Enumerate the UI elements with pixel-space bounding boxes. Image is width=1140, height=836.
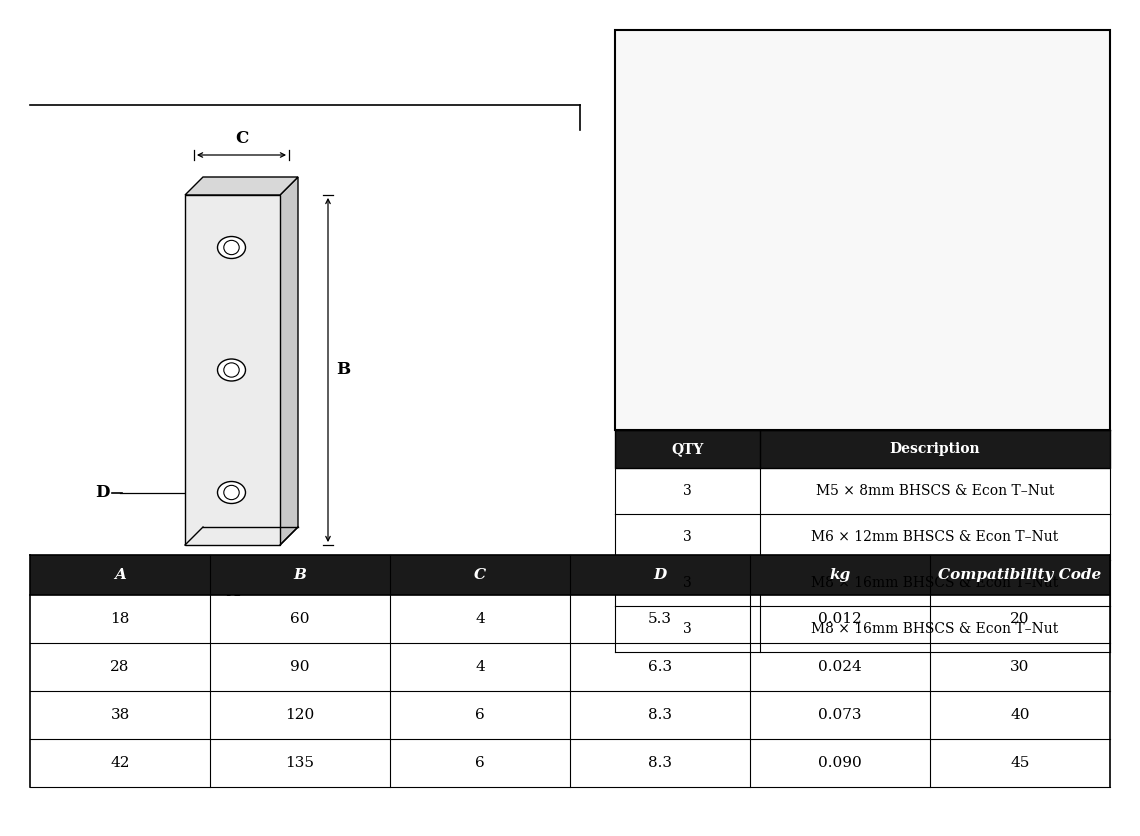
Text: 6: 6 (475, 756, 484, 770)
Text: 28: 28 (111, 660, 130, 674)
Text: A: A (226, 583, 239, 600)
Text: 0.024: 0.024 (819, 660, 862, 674)
Text: 0.073: 0.073 (819, 708, 862, 722)
Text: B: B (336, 361, 350, 379)
Text: 40: 40 (1010, 708, 1029, 722)
Bar (30, 555, 1110, 595)
Text: Compatibility Code: Compatibility Code (938, 568, 1101, 582)
Text: D: D (96, 484, 109, 501)
Text: 60: 60 (291, 612, 310, 626)
Text: 20: 20 (1010, 612, 1029, 626)
Text: 0.090: 0.090 (819, 756, 862, 770)
Text: 3: 3 (683, 530, 692, 544)
Text: C: C (235, 130, 249, 147)
Ellipse shape (218, 359, 245, 381)
Text: 8.3: 8.3 (648, 708, 671, 722)
Text: QTY: QTY (671, 442, 703, 456)
Text: 90: 90 (291, 660, 310, 674)
Text: Description: Description (889, 442, 980, 456)
Text: 5.3: 5.3 (648, 612, 671, 626)
Text: 30: 30 (1010, 660, 1029, 674)
Text: 6: 6 (475, 708, 484, 722)
Text: M6 × 12mm BHSCS & Econ T–Nut: M6 × 12mm BHSCS & Econ T–Nut (812, 530, 1059, 544)
Text: 3: 3 (683, 484, 692, 498)
Polygon shape (185, 177, 298, 195)
Text: 8.3: 8.3 (648, 756, 671, 770)
Text: 3: 3 (683, 622, 692, 636)
Text: 45: 45 (1010, 756, 1029, 770)
Text: 18: 18 (111, 612, 130, 626)
Ellipse shape (223, 486, 239, 500)
Text: A: A (114, 568, 125, 582)
Text: 38: 38 (111, 708, 130, 722)
Text: C: C (474, 568, 486, 582)
Text: M8 × 16mm BHSCS & Econ T–Nut: M8 × 16mm BHSCS & Econ T–Nut (812, 576, 1059, 590)
Text: 4: 4 (475, 660, 484, 674)
Text: B: B (294, 568, 307, 582)
Text: 3: 3 (683, 576, 692, 590)
Text: D: D (653, 568, 667, 582)
Polygon shape (185, 195, 280, 545)
Text: 135: 135 (285, 756, 315, 770)
Ellipse shape (223, 241, 239, 255)
Text: 42: 42 (111, 756, 130, 770)
Polygon shape (280, 177, 298, 545)
Text: M5 × 8mm BHSCS & Econ T–Nut: M5 × 8mm BHSCS & Econ T–Nut (816, 484, 1054, 498)
Ellipse shape (218, 482, 245, 503)
Text: M8 × 16mm BHSCS & Econ T–Nut: M8 × 16mm BHSCS & Econ T–Nut (812, 622, 1059, 636)
Text: 6.3: 6.3 (648, 660, 673, 674)
Text: kg: kg (830, 568, 850, 582)
Text: 120: 120 (285, 708, 315, 722)
Ellipse shape (223, 363, 239, 377)
Bar (614, 430, 1110, 468)
Text: 0.012: 0.012 (819, 612, 862, 626)
Ellipse shape (218, 237, 245, 258)
Bar (614, 30, 1110, 430)
Text: 4: 4 (475, 612, 484, 626)
